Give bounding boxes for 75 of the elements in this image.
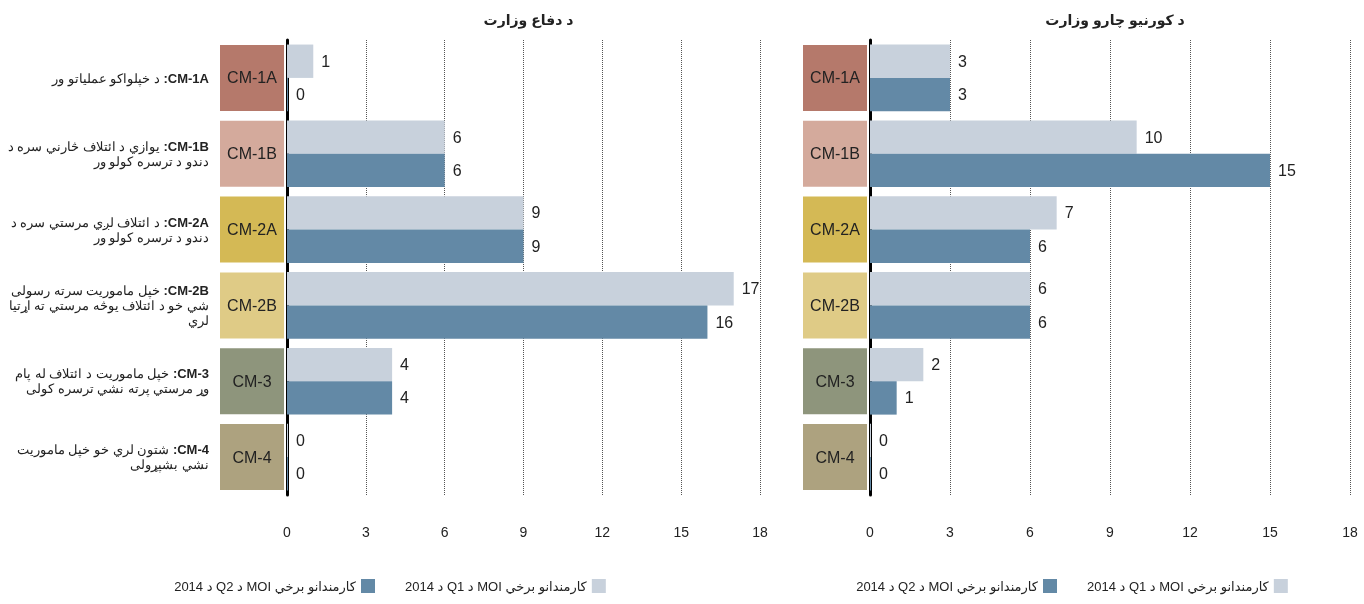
bar [287,196,524,230]
bar [870,153,1270,188]
bar [287,381,393,415]
y-tick-label: CM-2A [227,221,278,239]
x-tick-label: 9 [1106,524,1115,540]
data-label: 0 [879,431,888,449]
data-label: 10 [1144,128,1163,146]
data-label: 15 [1278,161,1296,179]
data-label: 3 [958,52,967,70]
x-tick-label: 9 [519,524,528,540]
data-label: 16 [715,313,734,331]
bar [287,229,524,263]
y-tick-label: CM-3 [232,372,272,390]
data-label: 0 [296,465,305,483]
bar [287,120,445,154]
x-tick-label: 18 [1342,524,1358,540]
data-label: 6 [452,161,462,179]
bar [870,120,1137,154]
bar [287,44,314,78]
y-tick-label: CM-1B [227,145,277,163]
x-tick-label: 3 [361,524,370,540]
data-label: 6 [452,128,462,146]
y-tick-label: CM-2A [810,221,861,239]
x-tick-label: 12 [594,524,611,540]
x-tick-label: 6 [440,524,449,540]
chart-title: د دفاع وزارت [483,12,574,29]
data-label: 0 [296,86,305,104]
bar [287,272,734,306]
y-tick-label: CM-1A [227,69,278,87]
chart-title: د کورنيو چارو وزارت [1045,12,1185,29]
data-label: 4 [400,389,410,407]
bar [870,347,924,382]
bar [870,381,897,415]
x-tick-label: 15 [673,524,690,540]
bar [870,272,1030,306]
y-tick-label: CM-1B [810,145,860,163]
data-label: 6 [1038,237,1047,255]
x-tick-label: 0 [866,524,875,540]
bar [870,44,950,78]
data-label: 2 [931,356,941,374]
legend-label: د 2014 Q1 د MOI کارمندانو برخي [404,578,588,595]
data-label: 1 [904,389,914,407]
x-tick-label: 6 [1026,524,1035,540]
data-label: 9 [531,204,541,222]
data-label: 17 [741,280,760,298]
x-tick-label: 18 [752,524,768,540]
bar [870,77,950,112]
data-label: 6 [1038,280,1047,298]
data-label: 1 [321,52,331,70]
legend-label: د 2014 Q2 د MOI کارمندانو برخي [856,578,1039,595]
data-label: 0 [879,465,888,483]
bar [287,347,393,382]
bar [870,305,1030,339]
bar [287,153,445,188]
x-tick-label: 0 [283,524,292,540]
data-label: 4 [400,356,410,374]
data-label: 6 [1038,313,1047,331]
data-label: 3 [958,86,967,104]
y-tick-label: CM-2B [810,296,860,314]
y-tick-label: CM-1A [810,69,861,87]
x-tick-label: 3 [946,524,955,540]
y-tick-label: CM-4 [815,448,855,466]
data-label: 9 [531,237,541,255]
y-tick-label: CM-4 [232,448,272,466]
x-tick-label: 12 [1182,524,1198,540]
bar [287,305,708,339]
bar [870,229,1030,263]
data-label: 0 [296,431,305,449]
x-tick-label: 15 [1262,524,1278,540]
bar [870,196,1057,230]
data-label: 7 [1064,204,1074,222]
legend-label: د 2014 Q2 د MOI کارمندانو برخي [174,578,357,595]
y-tick-label: CM-3 [815,372,855,390]
legend-label: د 2014 Q1 د MOI کارمندانو برخي [1086,578,1270,595]
y-tick-label: CM-2B [227,296,277,314]
